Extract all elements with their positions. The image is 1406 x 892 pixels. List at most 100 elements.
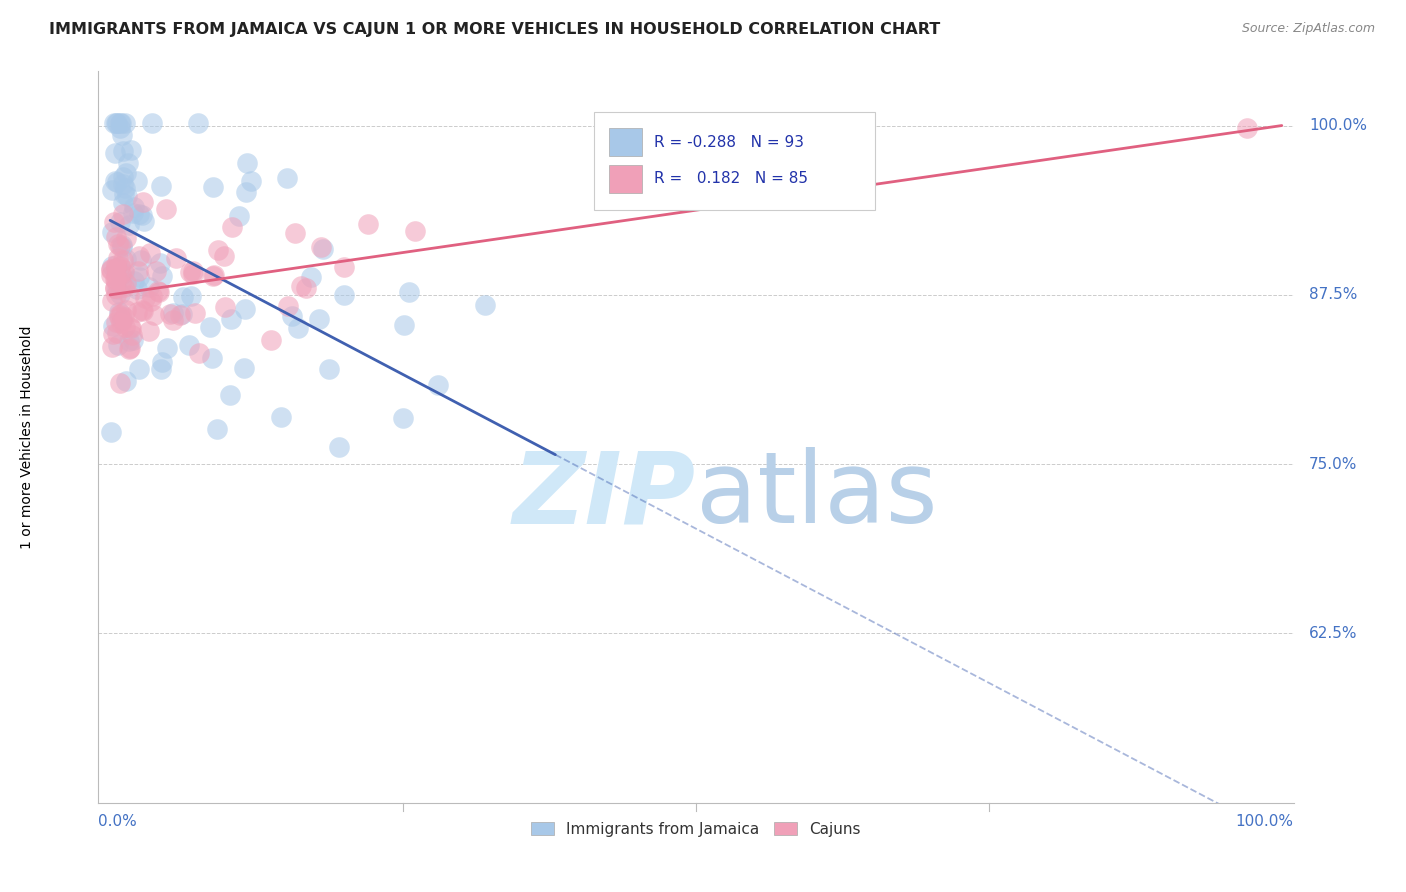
Point	[162, 306, 184, 320]
Point	[159, 307, 181, 321]
Text: 100.0%: 100.0%	[1236, 814, 1294, 829]
Point	[235, 186, 257, 200]
Point	[118, 334, 141, 348]
Point	[214, 301, 236, 315]
Point	[281, 310, 304, 324]
Point	[114, 252, 136, 267]
Point	[108, 239, 131, 253]
Point	[127, 264, 149, 278]
Text: 0.0%: 0.0%	[98, 814, 138, 829]
Point	[221, 219, 243, 234]
Point	[149, 362, 172, 376]
Point	[110, 116, 132, 130]
Point	[129, 252, 152, 267]
Point	[235, 156, 257, 170]
Point	[270, 410, 292, 425]
Point	[277, 299, 299, 313]
Point	[122, 200, 145, 214]
Point	[131, 208, 153, 222]
Point	[103, 272, 125, 286]
Point	[107, 338, 129, 352]
Point	[120, 143, 142, 157]
Point	[103, 215, 125, 229]
Point	[108, 287, 131, 301]
Point	[111, 177, 134, 191]
Point	[357, 217, 380, 231]
Point	[284, 226, 307, 240]
Point	[100, 261, 122, 276]
Point	[105, 269, 128, 284]
Point	[181, 267, 204, 281]
Text: ZIP: ZIP	[513, 447, 696, 544]
Point	[118, 288, 141, 302]
Text: 62.5%: 62.5%	[1309, 626, 1358, 641]
Point	[114, 116, 136, 130]
Point	[127, 174, 149, 188]
Point	[149, 255, 172, 269]
Point	[165, 251, 187, 265]
Legend: Immigrants from Jamaica, Cajuns: Immigrants from Jamaica, Cajuns	[524, 815, 868, 843]
Point	[111, 252, 134, 267]
Text: 1 or more Vehicles in Household: 1 or more Vehicles in Household	[20, 326, 34, 549]
Point	[111, 238, 134, 252]
Point	[180, 289, 202, 303]
Point	[132, 304, 155, 318]
Point	[111, 170, 134, 185]
Text: R = -0.288   N = 93: R = -0.288 N = 93	[654, 135, 804, 150]
Text: 87.5%: 87.5%	[1309, 287, 1357, 302]
Point	[114, 302, 136, 317]
Point	[188, 346, 211, 360]
Point	[112, 187, 135, 202]
Point	[128, 249, 150, 263]
Point	[104, 281, 127, 295]
Point	[104, 145, 127, 160]
FancyBboxPatch shape	[609, 165, 643, 193]
Point	[101, 293, 124, 308]
Point	[170, 307, 193, 321]
Point	[398, 285, 420, 300]
Point	[212, 249, 235, 263]
Point	[207, 422, 229, 436]
Point	[287, 320, 309, 334]
Point	[134, 213, 156, 227]
Point	[117, 342, 139, 356]
Point	[112, 310, 135, 324]
Point	[328, 440, 350, 454]
Point	[233, 302, 256, 317]
Point	[104, 116, 127, 130]
Point	[104, 260, 127, 275]
Point	[128, 361, 150, 376]
Point	[122, 274, 145, 288]
Text: 75.0%: 75.0%	[1309, 457, 1357, 472]
Point	[108, 215, 131, 229]
Point	[318, 362, 340, 376]
Point	[138, 280, 160, 294]
Point	[169, 308, 191, 322]
Point	[125, 281, 148, 295]
Point	[427, 378, 450, 392]
Point	[105, 258, 128, 272]
Point	[110, 376, 132, 390]
Point	[114, 181, 136, 195]
Point	[155, 341, 177, 355]
Point	[114, 374, 136, 388]
Point	[105, 326, 128, 340]
Point	[179, 337, 201, 351]
Point	[172, 290, 194, 304]
Point	[108, 308, 131, 322]
Point	[112, 279, 135, 293]
Point	[110, 316, 132, 330]
Point	[128, 207, 150, 221]
Text: IMMIGRANTS FROM JAMAICA VS CAJUN 1 OR MORE VEHICLES IN HOUSEHOLD CORRELATION CHA: IMMIGRANTS FROM JAMAICA VS CAJUN 1 OR MO…	[49, 22, 941, 37]
Point	[145, 264, 167, 278]
Point	[121, 206, 143, 220]
Point	[105, 274, 128, 288]
Point	[111, 313, 134, 327]
Point	[134, 291, 156, 305]
Point	[110, 276, 132, 290]
Point	[111, 240, 134, 254]
Point	[112, 144, 135, 158]
Point	[100, 425, 122, 439]
Point	[110, 307, 132, 321]
Point	[333, 288, 356, 302]
